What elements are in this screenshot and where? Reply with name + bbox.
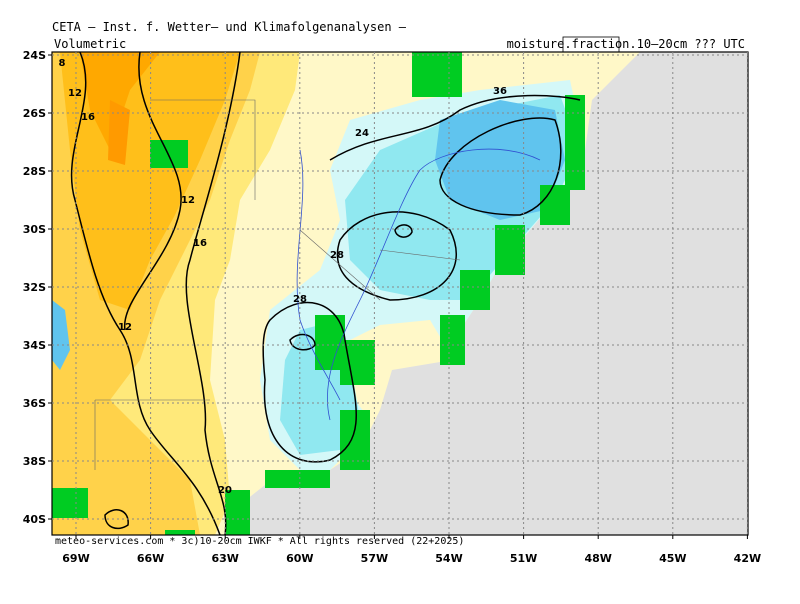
lon-tick-label: 42W xyxy=(734,552,761,565)
contour-label: 36 xyxy=(493,86,507,97)
lat-tick-label: 34S xyxy=(23,339,46,352)
contour-label: 12 xyxy=(181,195,195,206)
contour-label: 20 xyxy=(218,485,232,496)
lat-tick-label: 30S xyxy=(23,223,46,236)
lat-tick-label: 32S xyxy=(23,281,46,294)
lon-tick-label: 54W xyxy=(435,552,462,565)
contour-label: 28 xyxy=(293,294,307,305)
contour-label: 24 xyxy=(355,128,369,139)
contour-label: 16 xyxy=(81,112,95,123)
lat-tick-label: 26S xyxy=(23,107,46,120)
lon-tick-label: 57W xyxy=(361,552,388,565)
lon-tick-label: 48W xyxy=(584,552,611,565)
lon-tick-label: 66W xyxy=(137,552,164,565)
contour-label: 12 xyxy=(118,322,132,333)
map-area xyxy=(51,51,749,536)
field-box: fraction xyxy=(572,37,630,51)
footer-credit: meteo-services.com * 3c)10-20cm IWKF * A… xyxy=(55,536,464,547)
contour-label: 8 xyxy=(59,58,66,69)
lon-tick-label: 63W xyxy=(211,552,238,565)
title: CETA — Inst. f. Wetter— und Klimafolgena… xyxy=(52,20,407,34)
contour-label: 16 xyxy=(193,238,207,249)
contour-label: 28 xyxy=(330,250,344,261)
lat-tick-label: 36S xyxy=(23,397,46,410)
lat-tick-label: 24S xyxy=(23,49,46,62)
lat-tick-label: 40S xyxy=(23,513,46,526)
lat-tick-label: 38S xyxy=(23,455,46,468)
lon-tick-label: 69W xyxy=(62,552,89,565)
variable-label: Volumetric xyxy=(54,37,126,51)
lon-tick-label: 45W xyxy=(659,552,686,565)
contour-label: 12 xyxy=(68,88,82,99)
lon-tick-label: 60W xyxy=(286,552,313,565)
lon-tick-label: 51W xyxy=(510,552,537,565)
lat-tick-label: 28S xyxy=(23,165,46,178)
field-label: moisture.fraction.10–20cm ??? UTC xyxy=(507,37,745,51)
